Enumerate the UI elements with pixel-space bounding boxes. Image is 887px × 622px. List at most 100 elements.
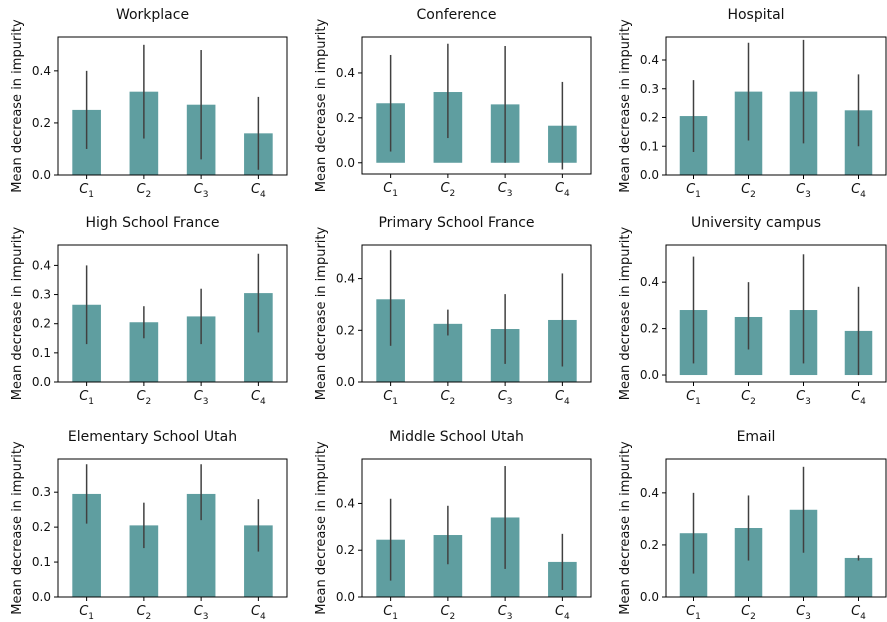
chart-title: High School France [85,215,219,231]
plot-frame [57,244,288,383]
y-tick-label: 0.0 [336,156,355,170]
y-axis-label: Mean decrease in impurity [10,441,25,615]
x-tick-label: C3 [498,389,513,407]
x-tick-label: C3 [796,389,811,407]
x-tick-label: C4 [251,182,266,200]
y-tick-label: 0.2 [640,538,659,552]
y-axis-label: Mean decrease in impurity [618,19,633,193]
chart-panel: Email Mean decrease in impurity C1 C2 C3 C4 0.… [618,429,887,622]
y-tick-label: 0.2 [32,116,51,130]
chart-title: Email [737,429,776,445]
y-tick-label: 0.0 [640,590,659,604]
y-tick-label: 0.1 [640,139,659,153]
x-tick-label: C2 [741,182,756,200]
x-tick-label: C1 [383,181,398,199]
chart-title: Conference [416,7,496,23]
x-tick-label: C3 [194,389,209,407]
y-tick-label: 0.0 [640,168,659,182]
y-tick-label: 0.3 [32,485,51,499]
x-tick-label: C4 [555,389,570,407]
x-tick-label: C4 [251,604,266,622]
y-axis-label: Mean decrease in impurity [618,227,633,401]
x-tick-label: C2 [136,182,151,200]
y-tick-label: 0.1 [32,346,51,360]
x-tick-label: C4 [851,389,866,407]
y-tick-label: 0.4 [336,272,355,286]
x-tick-label: C1 [686,604,701,622]
chart-panel: Primary School France Mean decrease in im… [314,215,592,407]
bar [844,557,873,597]
x-tick-label: C1 [79,604,94,622]
y-tick-label: 0.2 [32,317,51,331]
chart-title: Primary School France [378,215,534,231]
x-tick-label: C4 [851,182,866,200]
x-tick-label: C1 [686,389,701,407]
y-tick-label: 0.0 [32,590,51,604]
plot-frame [665,458,887,598]
y-tick-label: 0.3 [32,288,51,302]
y-axis-label: Mean decrease in impurity [314,19,329,193]
x-tick-label: C2 [136,604,151,622]
y-tick-label: 0.0 [32,168,51,182]
y-tick-label: 0.3 [640,82,659,96]
y-tick-label: 0.2 [336,323,355,337]
y-tick-label: 0.4 [640,486,659,500]
chart-title: Hospital [727,7,784,23]
y-tick-label: 0.2 [640,322,659,336]
y-tick-label: 0.2 [336,543,355,557]
plot-frame [57,36,288,176]
y-axis-label: Mean decrease in impurity [314,441,329,615]
x-tick-label: C3 [498,181,513,199]
x-tick-label: C3 [796,604,811,622]
x-tick-label: C3 [498,604,513,622]
y-tick-label: 0.4 [640,53,659,67]
chart-panel: High School France Mean decrease in impur… [10,215,288,407]
chart-title: Middle School Utah [389,429,524,445]
x-tick-label: C4 [555,604,570,622]
y-tick-label: 0.0 [336,590,355,604]
chart-panel: Conference Mean decrease in impurity C1 C2 C… [314,7,592,199]
x-tick-label: C3 [796,182,811,200]
x-tick-label: C2 [136,389,151,407]
x-tick-label: C2 [440,181,455,199]
plot-frame [57,458,288,598]
y-tick-label: 0.0 [640,368,659,382]
y-tick-label: 0.1 [32,555,51,569]
x-tick-label: C2 [440,604,455,622]
chart-title: University campus [691,215,821,231]
chart-panel: Hospital Mean decrease in impurity C1 C2 C3 C… [618,7,887,200]
chart-panel: Elementary School Utah Mean decrease in i… [10,429,288,622]
x-tick-label: C4 [851,604,866,622]
y-tick-label: 0.4 [640,275,659,289]
y-axis-label: Mean decrease in impurity [314,227,329,401]
x-tick-label: C3 [194,182,209,200]
y-tick-label: 0.0 [32,375,51,389]
chart-title: Elementary School Utah [68,429,237,445]
plot-frame [361,36,592,175]
x-tick-label: C4 [251,389,266,407]
plot-frame [361,458,592,598]
x-tick-label: C1 [686,182,701,200]
y-axis-label: Mean decrease in impurity [10,19,25,193]
y-axis-label: Mean decrease in impurity [618,441,633,615]
y-tick-label: 0.2 [32,520,51,534]
plot-frame [665,244,887,383]
y-tick-label: 0.2 [640,111,659,125]
x-tick-label: C2 [440,389,455,407]
x-tick-label: C1 [383,389,398,407]
y-tick-label: 0.4 [32,64,51,78]
x-tick-label: C1 [383,604,398,622]
y-tick-label: 0.0 [336,375,355,389]
x-tick-label: C2 [741,389,756,407]
plot-frame [665,36,887,176]
x-tick-label: C3 [194,604,209,622]
chart-panel: Workplace Mean decrease in impurity C1 C2 C3… [10,7,288,200]
x-tick-label: C4 [555,181,570,199]
x-tick-label: C1 [79,389,94,407]
x-tick-label: C1 [79,182,94,200]
y-tick-label: 0.4 [32,258,51,272]
chart-panel: Middle School Utah Mean decrease in impur… [314,429,592,622]
y-tick-label: 0.2 [336,111,355,125]
y-tick-label: 0.4 [336,66,355,80]
